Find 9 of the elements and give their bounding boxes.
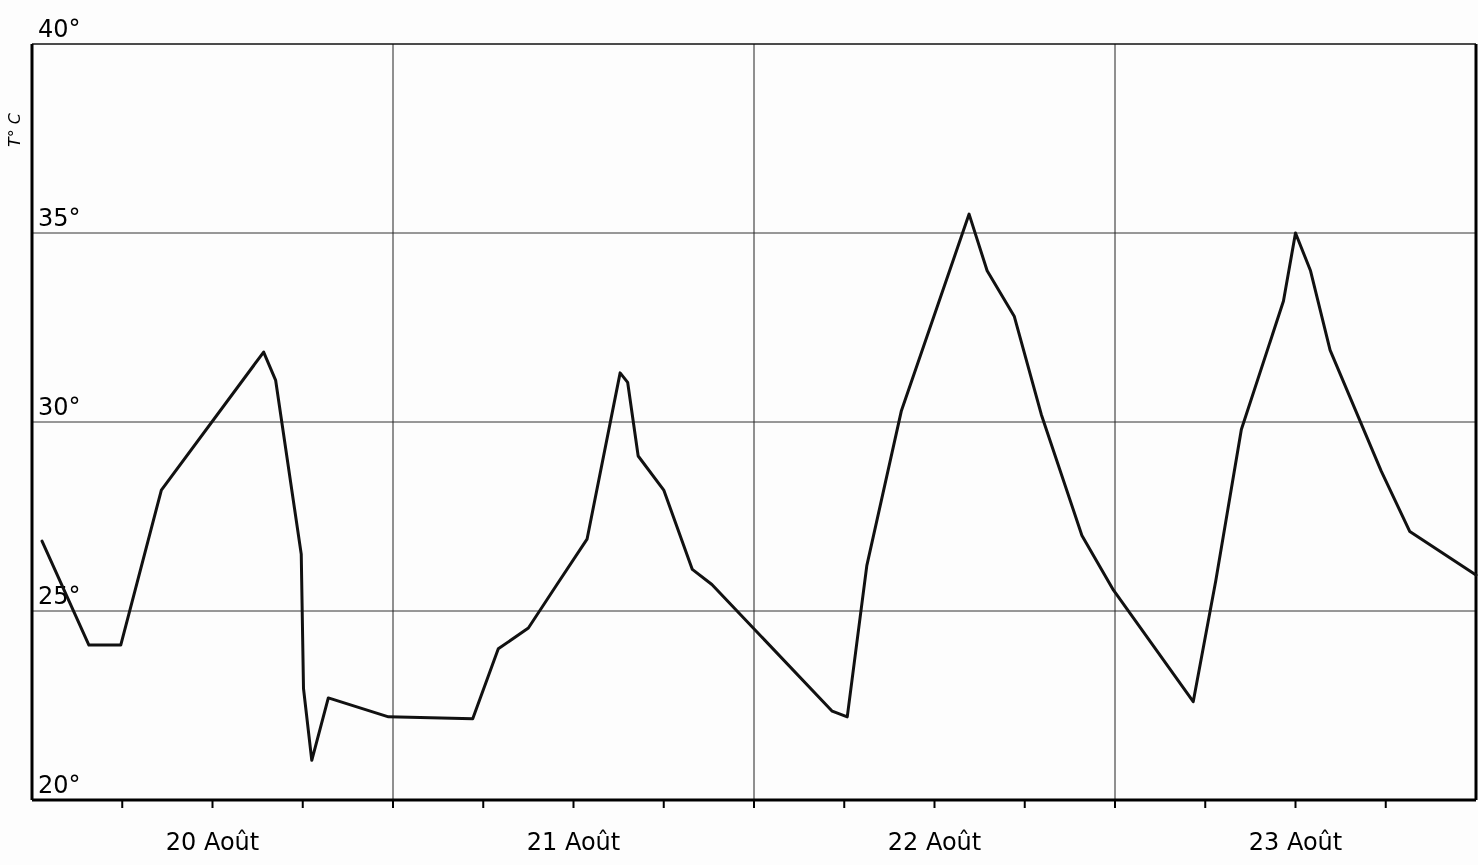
y-tick-label: 30°: [38, 393, 81, 421]
x-tick-label: 21 Août: [526, 828, 621, 856]
x-tick-label: 23 Août: [1248, 828, 1343, 856]
x-tick-label: 20 Août: [165, 828, 260, 856]
x-tick-label: 22 Août: [887, 828, 982, 856]
y-tick-label: 40°: [38, 15, 81, 43]
y-axis-title: T° C: [5, 112, 24, 148]
y-tick-label: 20°: [38, 771, 81, 799]
y-tick-label: 35°: [38, 204, 81, 232]
